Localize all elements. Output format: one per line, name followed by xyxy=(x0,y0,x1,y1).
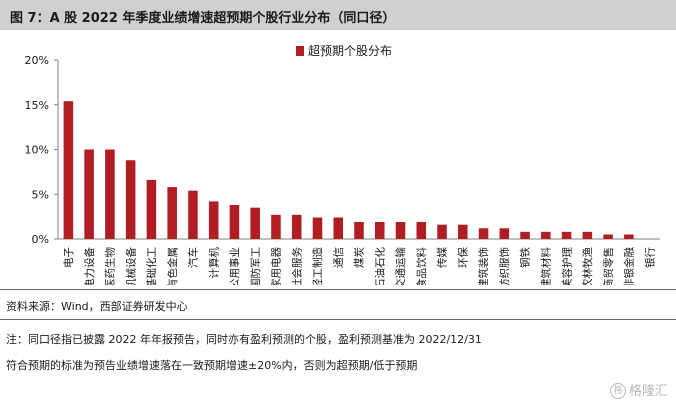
bar xyxy=(146,179,157,239)
x-tick-label: 汽车 xyxy=(187,247,200,268)
y-tick-label: 15% xyxy=(25,99,49,112)
bar xyxy=(250,207,260,239)
bar xyxy=(541,231,551,239)
bar xyxy=(229,204,240,239)
bar xyxy=(354,222,364,239)
footnote-2: 符合预期的标准为预告业绩增速落在一致预期增速±20%内，否则为超预期/低于预期 xyxy=(6,359,418,372)
x-tick-label: 纺织服饰 xyxy=(498,247,511,285)
bar-chart: 0% 5% 10% 15% 20% 电子 电力设备 医药生物 机械设备 基础化工 有色金属 汽车 计算机… xyxy=(25,43,660,285)
x-tick-label: 石油石化 xyxy=(373,247,386,285)
x-tick-label: 轻工制造 xyxy=(311,247,324,285)
x-tick-label: 环保 xyxy=(456,247,469,268)
bar xyxy=(208,201,219,239)
x-tick-label: 农林牧渔 xyxy=(581,247,594,285)
x-tick-label: 钢铁 xyxy=(519,247,532,268)
x-tick-label: 家用电器 xyxy=(270,247,283,285)
figure-title: 图 7：A 股 2022 年季度业绩增速超预期个股行业分布（同口径） xyxy=(10,11,396,26)
watermark: 格格隆汇 xyxy=(609,380,668,399)
bar xyxy=(84,149,94,239)
bar xyxy=(478,228,489,239)
bar xyxy=(188,190,198,239)
source-note: 资料来源：Wind，西部证券研发中心 xyxy=(6,300,188,313)
bar xyxy=(395,222,406,239)
figure-header: 图 7：A 股 2022 年季度业绩增速超预期个股行业分布（同口径） xyxy=(0,0,676,30)
x-tick-label: 国防军工 xyxy=(249,247,262,285)
x-tick-label: 食品饮料 xyxy=(415,247,428,285)
x-tick-label: 计算机 xyxy=(207,247,220,279)
bar xyxy=(312,217,323,239)
y-tick-label: 5% xyxy=(32,188,49,201)
x-tick-label: 美容护理 xyxy=(560,247,573,285)
x-tick-label: 建筑装饰 xyxy=(477,247,490,285)
bar xyxy=(437,224,447,239)
bar xyxy=(582,231,593,239)
y-tick-label: 10% xyxy=(25,144,49,157)
x-tick-label: 医药生物 xyxy=(104,247,117,285)
x-tick-label: 社会服务 xyxy=(290,247,303,285)
bar xyxy=(271,214,281,239)
bar xyxy=(291,214,302,239)
bar xyxy=(416,222,427,239)
bar xyxy=(167,187,177,239)
footnote-1: 注：同口径指已披露 2022 年年报预告，同时亦有盈利预测的个股，盈利预测基准为… xyxy=(6,333,482,346)
bar xyxy=(603,234,613,239)
bar xyxy=(125,160,136,239)
bar xyxy=(458,224,468,239)
bar xyxy=(63,101,74,239)
bar xyxy=(520,231,530,239)
x-tick-label: 非银金融 xyxy=(623,247,636,285)
x-tick-label: 基础化工 xyxy=(145,247,158,285)
x-tick-label: 有色金属 xyxy=(166,247,179,285)
x-tick-label: 传媒 xyxy=(436,247,449,268)
y-tick-label: 0% xyxy=(32,233,49,246)
bar xyxy=(105,149,115,239)
x-tick-label: 交通运输 xyxy=(394,247,407,285)
bar xyxy=(499,228,510,239)
bar xyxy=(333,217,344,239)
x-tick-label: 电子 xyxy=(62,247,75,268)
footer-divider-2 xyxy=(0,319,676,320)
bar xyxy=(561,231,572,239)
x-tick-label: 通信 xyxy=(333,247,345,268)
x-tick-label: 商贸零售 xyxy=(602,247,615,285)
x-tick-label: 银行 xyxy=(643,247,656,268)
y-tick-label: 20% xyxy=(25,54,49,67)
watermark-text: 格隆汇 xyxy=(628,383,668,399)
footer-divider xyxy=(0,289,676,290)
x-tick-label: 建筑材料 xyxy=(540,247,553,285)
bar xyxy=(624,234,634,239)
bar xyxy=(374,222,385,239)
gelonghui-logo-icon: 格 xyxy=(609,383,626,399)
x-tick-label: 电力设备 xyxy=(83,247,96,285)
x-tick-label: 煤炭 xyxy=(353,247,366,268)
x-tick-label: 公用事业 xyxy=(228,247,241,285)
legend-label: 超预期个股分布 xyxy=(308,43,392,58)
x-tick-label: 机械设备 xyxy=(124,247,137,285)
legend-swatch xyxy=(296,46,304,56)
